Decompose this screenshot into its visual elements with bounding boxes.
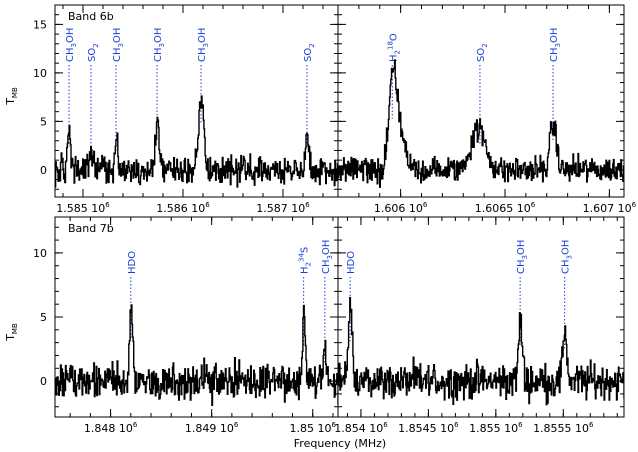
- spectrum-trace: [338, 296, 624, 406]
- spectrum-trace: [338, 59, 624, 188]
- x-tick-label: 1.6065 106: [475, 201, 536, 215]
- line-label-2: CH3OH: [549, 28, 562, 62]
- x-tick-label: 1.586 106: [156, 201, 210, 215]
- y-axis-label-top: TMB: [4, 87, 19, 106]
- x-tick-label: 1.587 106: [256, 201, 310, 215]
- panel-top-right: H218O SO2 CH3OH 1.606 106 1.6065 106 1.607 10…: [337, 4, 637, 215]
- spectrum-trace: [55, 95, 338, 188]
- panel-frame: [337, 4, 625, 198]
- line-label-5: SO2: [303, 43, 316, 62]
- x-tick-label: 1.607 106: [583, 201, 637, 215]
- panel-bottom-left: HDO H234S CH3OH 0 5 10 1.848 106 1.849 106 1.85 …: [33, 216, 339, 435]
- y-tick-label: 5: [40, 311, 47, 324]
- x-tick-label: 1.85 106: [289, 421, 336, 435]
- y-tick-label: 10: [33, 247, 47, 260]
- x-tick-label: 1.849 106: [185, 421, 239, 435]
- y-tick-label: 15: [33, 18, 47, 31]
- band-label: Band 6b: [68, 10, 114, 23]
- y-tick-label: 0: [40, 375, 47, 388]
- panel-bottom-right: HDO CH3OH CH3OH 1.854 106 1.8545 106 1.855 10…: [334, 216, 625, 435]
- line-label-0: H218O: [386, 33, 401, 62]
- x-tick-label: 1.606 106: [374, 201, 428, 215]
- panel-top-left: CH3OH SO2 CH3OH CH3OH CH3OH SO2 0 5 10 15 1.585 10…: [33, 4, 339, 215]
- line-label-1: CH3OH: [516, 240, 529, 274]
- y-tick-label: 5: [40, 115, 47, 128]
- line-label-3: CH3OH: [153, 28, 166, 62]
- x-tick-label: 1.585 106: [56, 201, 110, 215]
- x-tick-label: 1.8545 106: [398, 421, 459, 435]
- y-tick-label: 0: [40, 164, 47, 177]
- line-label-1: H234S: [298, 247, 313, 274]
- line-label-1: SO2: [87, 43, 100, 62]
- line-label-2: CH3OH: [321, 240, 334, 274]
- line-label-1: SO2: [476, 43, 489, 62]
- x-tick-label: 1.854 106: [334, 421, 388, 435]
- x-tick-label: 1.8555 106: [533, 421, 594, 435]
- line-label-0: HDO: [346, 251, 357, 274]
- x-tick-label: 1.848 106: [84, 421, 138, 435]
- line-label-2: CH3OH: [561, 240, 574, 274]
- y-axis-label-bottom: TMB: [4, 323, 19, 342]
- line-label-0: HDO: [127, 251, 138, 274]
- x-tick-label: 1.855 106: [469, 421, 523, 435]
- band-label: Band 7b: [68, 222, 114, 235]
- x-axis-label: Frequency (MHz): [294, 437, 386, 450]
- line-label-2: CH3OH: [112, 28, 125, 62]
- spectrum-trace: [55, 304, 338, 406]
- line-label-4: CH3OH: [197, 28, 210, 62]
- y-tick-label: 10: [33, 67, 47, 80]
- line-label-0: CH3OH: [65, 28, 78, 62]
